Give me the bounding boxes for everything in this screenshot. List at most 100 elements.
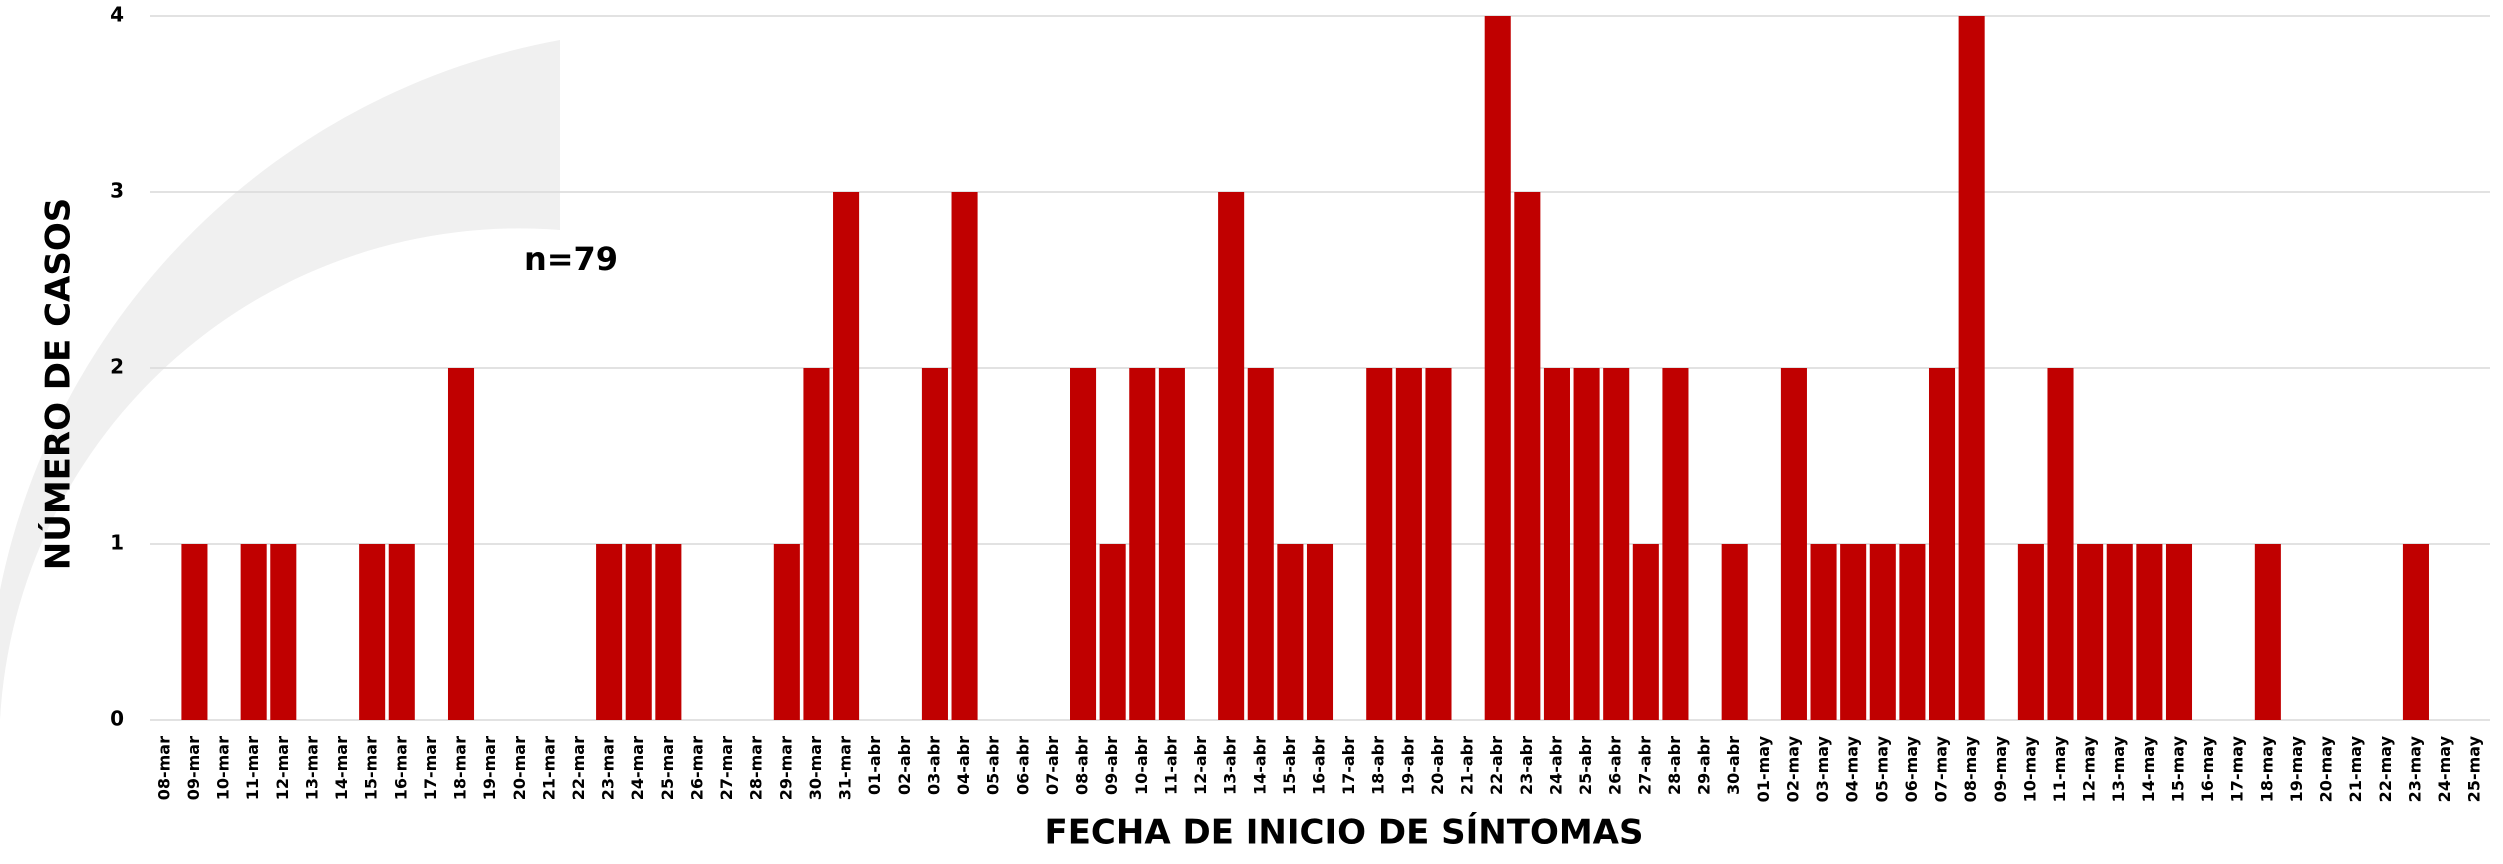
- x-tick-label: 15-may: [2168, 735, 2187, 802]
- x-tick-label: 30-mar: [806, 736, 825, 800]
- bar: [388, 544, 415, 720]
- bar: [2047, 368, 2074, 720]
- x-tick-label: 27-abr: [1635, 736, 1654, 795]
- x-tick-label: 08-abr: [1073, 736, 1092, 795]
- x-tick-label: 11-abr: [1161, 736, 1180, 795]
- x-tick-label: 05-abr: [984, 736, 1003, 795]
- x-tick-label: 13-abr: [1221, 736, 1240, 795]
- x-tick-label: 04-abr: [954, 736, 973, 795]
- x-tick-label: 28-mar: [747, 736, 766, 800]
- x-tick-label: 15-mar: [362, 736, 381, 800]
- bar: [655, 544, 682, 720]
- bar: [1780, 368, 1807, 720]
- bar: [951, 192, 978, 720]
- x-tick-label: 07-may: [1932, 735, 1951, 802]
- bar: [1484, 16, 1511, 720]
- x-tick-label: 06-may: [1902, 735, 1921, 802]
- x-tick-label: 21-may: [2346, 735, 2365, 802]
- x-tick-label: 14-abr: [1250, 736, 1269, 795]
- bar: [1810, 544, 1837, 720]
- bar: [1869, 544, 1896, 720]
- bar: [1721, 544, 1748, 720]
- x-tick-label: 14-may: [2139, 735, 2158, 802]
- x-tick-label: 24-mar: [628, 736, 647, 800]
- x-tick-label: 19-abr: [1398, 736, 1417, 795]
- bar: [2017, 544, 2044, 720]
- x-tick-label: 22-abr: [1487, 736, 1506, 795]
- bar: [270, 544, 297, 720]
- bar: [181, 544, 208, 720]
- x-tick-label: 22-may: [2376, 735, 2395, 802]
- x-tick-label: 14-mar: [332, 736, 351, 800]
- x-tick-label: 31-mar: [836, 736, 855, 800]
- x-tick-label: 27-mar: [717, 736, 736, 800]
- bar: [1840, 544, 1867, 720]
- x-tick-label: 07-abr: [1043, 736, 1062, 795]
- x-tick-label: 23-mar: [599, 736, 618, 800]
- x-tick-label: 29-mar: [776, 736, 795, 800]
- x-tick-label: 08-mar: [154, 736, 173, 800]
- x-tick-label: 17-abr: [1339, 736, 1358, 795]
- x-tick-label: 01-may: [1754, 735, 1773, 802]
- x-tick-label: 17-may: [2228, 735, 2247, 802]
- bar: [773, 544, 800, 720]
- x-tick-label: 01-abr: [865, 736, 884, 795]
- bar: [1070, 368, 1097, 720]
- bar: [596, 544, 623, 720]
- y-tick-label: 1: [110, 531, 124, 555]
- x-tick-label: 19-mar: [480, 736, 499, 800]
- x-tick-label: 10-abr: [1132, 736, 1151, 795]
- x-tick-label: 21-mar: [539, 736, 558, 800]
- x-tick-label: 29-abr: [1695, 736, 1714, 795]
- x-tick-label: 02-may: [1783, 735, 1802, 802]
- x-tick-label: 20-mar: [510, 736, 529, 800]
- x-tick-label: 26-abr: [1606, 736, 1625, 795]
- x-tick-label: 24-may: [2435, 735, 2454, 802]
- bar: [1662, 368, 1689, 720]
- x-tick-label: 19-may: [2287, 735, 2306, 802]
- x-tick-label: 17-mar: [421, 736, 440, 800]
- bar: [625, 544, 652, 720]
- x-tick-label: 22-mar: [569, 736, 588, 800]
- bar: [1218, 192, 1245, 720]
- x-tick-label: 03-abr: [924, 736, 943, 795]
- bar: [1928, 368, 1956, 720]
- x-tick-label: 15-abr: [1280, 736, 1299, 795]
- bar: [240, 544, 267, 720]
- x-tick-label: 04-may: [1843, 735, 1862, 802]
- y-tick-label: 2: [110, 355, 124, 379]
- bar: [803, 368, 830, 720]
- bar: [1366, 368, 1393, 720]
- bar: [1099, 544, 1126, 720]
- bar: [1603, 368, 1630, 720]
- bar: [2136, 544, 2163, 720]
- bar: [1425, 368, 1452, 720]
- x-tick-label: 25-abr: [1576, 736, 1595, 795]
- y-tick-label: 3: [110, 179, 124, 203]
- bar: [359, 544, 386, 720]
- annotation: n=79: [524, 240, 618, 278]
- x-axis-title: FECHA DE INICIO DE SÍNTOMAS: [1044, 812, 1643, 853]
- bar: [1514, 192, 1541, 720]
- x-tick-label: 25-may: [2465, 735, 2484, 802]
- bar: [2077, 544, 2104, 720]
- x-tick-label: 05-may: [1872, 735, 1891, 802]
- x-tick-label: 09-mar: [184, 736, 203, 800]
- x-tick-label: 21-abr: [1458, 736, 1477, 795]
- x-tick-label: 11-may: [2050, 735, 2069, 802]
- x-tick-label: 18-abr: [1369, 736, 1388, 795]
- x-tick-label: 10-mar: [214, 736, 233, 800]
- x-tick-label: 23-abr: [1517, 736, 1536, 795]
- x-tick-label: 20-may: [2317, 735, 2336, 802]
- x-tick-label: 03-may: [1813, 735, 1832, 802]
- bar: [2402, 544, 2429, 720]
- x-tick-label: 26-mar: [687, 736, 706, 800]
- bar: [833, 192, 860, 720]
- x-tick-label: 16-mar: [391, 736, 410, 800]
- x-tick-label: 08-may: [1961, 735, 1980, 802]
- x-tick-label: 06-abr: [1013, 736, 1032, 795]
- y-tick-label: 0: [110, 707, 124, 731]
- background-decoration: [0, 40, 560, 720]
- x-tick-label: 10-may: [2020, 735, 2039, 802]
